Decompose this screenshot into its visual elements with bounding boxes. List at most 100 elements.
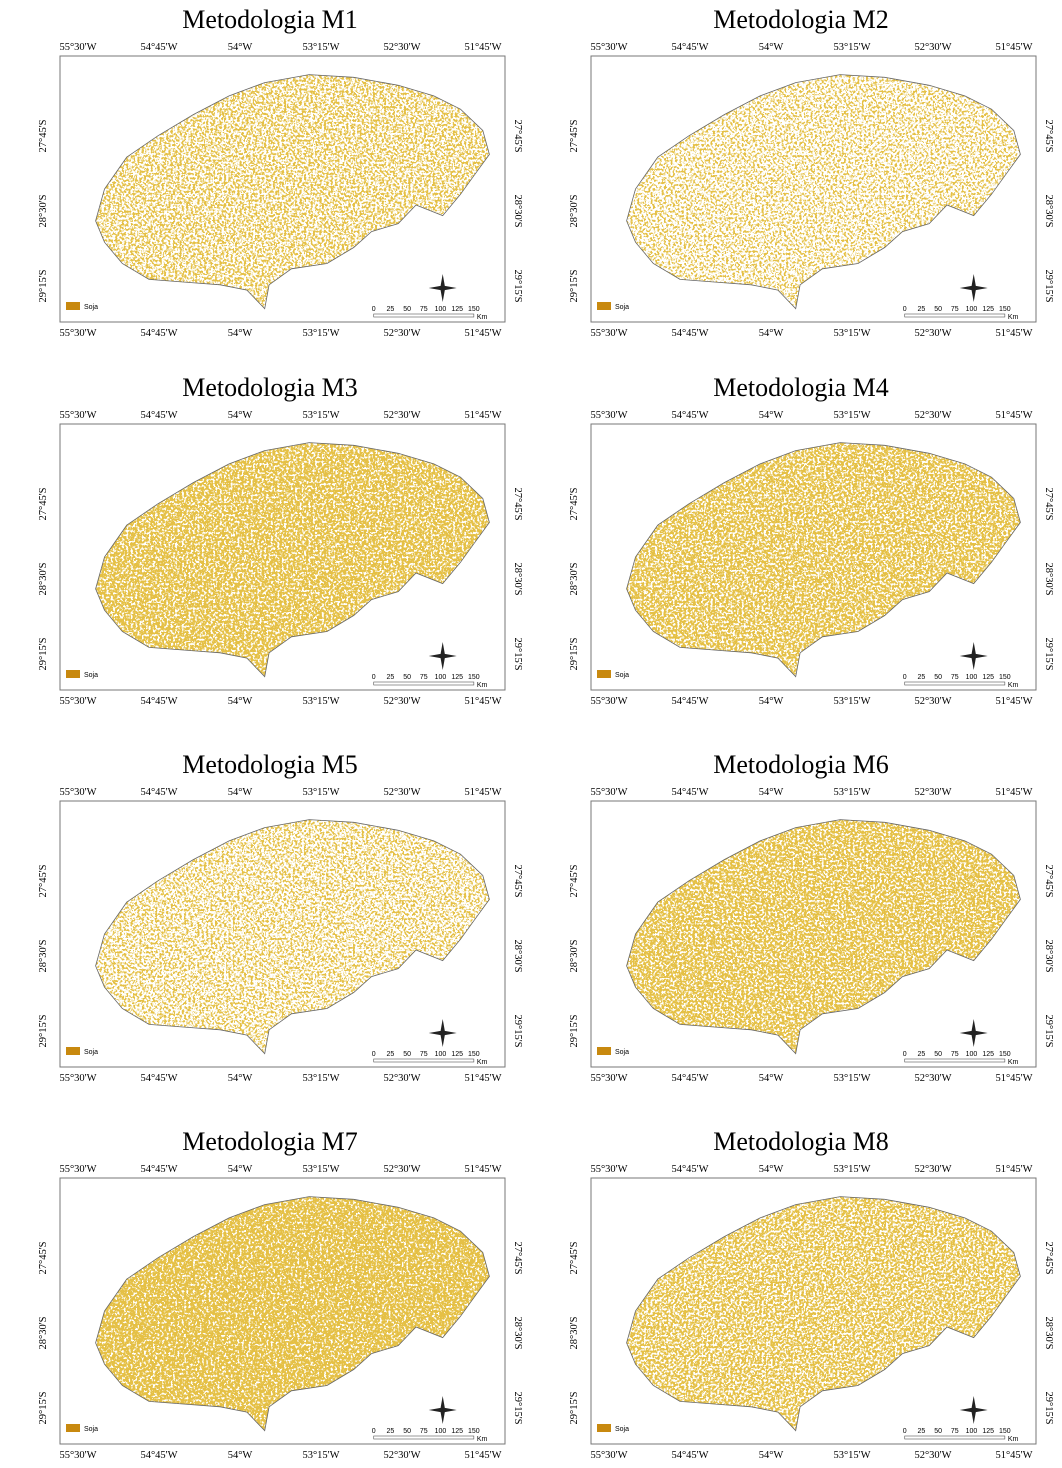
panel-title: Metodologia M5 (182, 750, 358, 779)
lon-label-bottom: 55°30'W (590, 1073, 627, 1084)
legend-swatch (597, 670, 611, 678)
scale-tick: 100 (966, 674, 978, 681)
scale-tick: 0 (372, 1428, 376, 1435)
lon-label-bottom: 53°15'W (833, 696, 870, 707)
scale-tick: 50 (403, 674, 411, 681)
lon-label-top: 53°15'W (302, 787, 339, 798)
lon-label-bottom: 55°30'W (59, 1450, 96, 1461)
scale-tick: 50 (403, 1428, 411, 1435)
scale-tick: 75 (420, 674, 428, 681)
scale-tick: 100 (435, 306, 447, 313)
scale-tick: 125 (982, 1428, 994, 1435)
scale-tick: 75 (420, 1051, 428, 1058)
scale-unit: Km (477, 1436, 488, 1443)
scale-tick: 25 (387, 306, 395, 313)
lon-label-bottom: 52°30'W (914, 1450, 951, 1461)
lon-label-top: 54°45'W (671, 787, 708, 798)
scale-tick: 125 (451, 1428, 463, 1435)
scale-tick: 100 (435, 1428, 447, 1435)
lat-label-left: 29°15'S (569, 269, 580, 302)
lon-label-top: 52°30'W (914, 410, 951, 421)
map-panel: Metodologia M455°30'W54°45'W54°W53°15'W5… (569, 373, 1054, 707)
lon-label-top: 53°15'W (833, 787, 870, 798)
lat-label-right: 29°15'S (512, 638, 523, 671)
legend-label: Soja (84, 1049, 98, 1056)
scale-tick: 25 (387, 1428, 395, 1435)
lon-label-bottom: 54°W (228, 696, 253, 707)
scale-tick: 50 (403, 306, 411, 313)
lon-label-top: 54°W (759, 410, 784, 421)
scale-tick: 0 (372, 306, 376, 313)
lon-label-bottom: 54°45'W (140, 1450, 177, 1461)
lon-label-bottom: 54°45'W (140, 696, 177, 707)
lat-label-right: 28°30'S (512, 195, 523, 228)
lon-label-top: 52°30'W (914, 42, 951, 53)
lon-label-top: 51°45'W (464, 787, 501, 798)
lat-label-left: 27°45'S (38, 487, 49, 520)
lon-label-top: 51°45'W (995, 1164, 1032, 1175)
lon-label-top: 54°45'W (140, 787, 177, 798)
lon-label-top: 54°W (759, 42, 784, 53)
lat-label-right: 29°15'S (1043, 270, 1054, 303)
legend-swatch (597, 302, 611, 310)
lon-label-top: 55°30'W (590, 42, 627, 53)
lon-label-top: 52°30'W (914, 1164, 951, 1175)
lon-label-top: 55°30'W (59, 42, 96, 53)
lon-label-bottom: 54°45'W (140, 328, 177, 339)
panel-title: Metodologia M1 (182, 5, 358, 34)
panel-title: Metodologia M4 (713, 373, 889, 402)
scale-tick: 0 (903, 1428, 907, 1435)
legend-label: Soja (84, 672, 98, 679)
lon-label-bottom: 53°15'W (302, 1450, 339, 1461)
lon-label-bottom: 54°W (228, 328, 253, 339)
lat-label-right: 29°15'S (512, 270, 523, 303)
lon-label-bottom: 53°15'W (833, 328, 870, 339)
scale-tick: 150 (999, 1051, 1011, 1058)
legend-swatch (66, 302, 80, 310)
legend-swatch (66, 1424, 80, 1432)
lat-label-left: 28°30'S (569, 194, 580, 227)
lon-label-bottom: 55°30'W (590, 696, 627, 707)
scale-tick: 150 (468, 1051, 480, 1058)
lon-label-bottom: 52°30'W (914, 328, 951, 339)
lat-label-right: 27°45'S (1043, 1242, 1054, 1275)
scale-tick: 100 (966, 306, 978, 313)
lon-label-bottom: 54°W (228, 1450, 253, 1461)
lon-label-bottom: 55°30'W (59, 1073, 96, 1084)
scale-unit: Km (477, 314, 488, 321)
scale-tick: 150 (468, 1428, 480, 1435)
scale-tick: 75 (951, 306, 959, 313)
lat-label-right: 28°30'S (1043, 563, 1054, 596)
panel-title: Metodologia M3 (182, 373, 358, 402)
lat-label-left: 27°45'S (569, 864, 580, 897)
lon-label-top: 52°30'W (383, 787, 420, 798)
lon-label-bottom: 51°45'W (995, 328, 1032, 339)
scale-tick: 50 (934, 1428, 942, 1435)
scale-unit: Km (1008, 1059, 1019, 1066)
lon-label-top: 53°15'W (833, 42, 870, 53)
scale-tick: 0 (903, 306, 907, 313)
lat-label-right: 27°45'S (512, 865, 523, 898)
lon-label-bottom: 54°45'W (671, 1450, 708, 1461)
lat-label-right: 28°30'S (1043, 940, 1054, 973)
scale-tick: 100 (966, 1051, 978, 1058)
lon-label-bottom: 52°30'W (383, 1450, 420, 1461)
lon-label-bottom: 51°45'W (464, 696, 501, 707)
scale-tick: 150 (999, 1428, 1011, 1435)
lat-label-left: 29°15'S (38, 1014, 49, 1047)
lat-label-right: 27°45'S (1043, 488, 1054, 521)
lon-label-bottom: 54°W (759, 328, 784, 339)
lat-label-left: 29°15'S (38, 1391, 49, 1424)
lon-label-bottom: 53°15'W (302, 328, 339, 339)
lon-label-top: 54°W (228, 410, 253, 421)
lon-label-bottom: 54°W (759, 1073, 784, 1084)
lon-label-top: 54°W (759, 1164, 784, 1175)
lon-label-top: 53°15'W (302, 1164, 339, 1175)
lat-label-left: 29°15'S (569, 1014, 580, 1047)
lon-label-top: 55°30'W (59, 787, 96, 798)
scale-tick: 25 (918, 306, 926, 313)
scale-tick: 75 (420, 1428, 428, 1435)
scale-tick: 50 (934, 306, 942, 313)
lon-label-bottom: 53°15'W (833, 1450, 870, 1461)
